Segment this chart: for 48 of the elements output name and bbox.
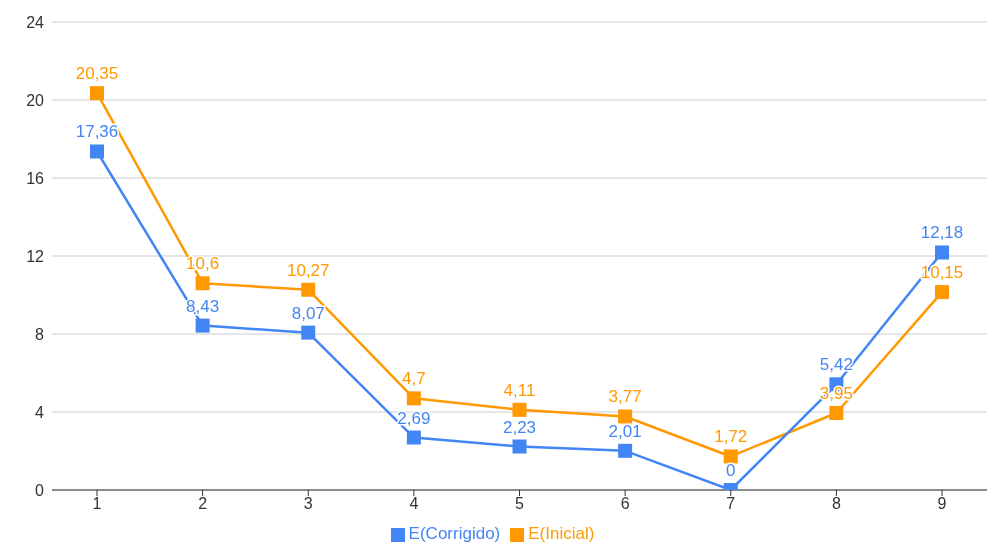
x-tick-label: 2 [198, 495, 208, 513]
point [90, 86, 104, 101]
data-label: 20,35 [75, 64, 119, 84]
point [618, 443, 633, 458]
y-tick-label: 0 [35, 481, 45, 499]
y-tick-label: 12 [26, 247, 45, 265]
y-tick-label: 20 [26, 91, 45, 109]
y-tick-label: 4 [35, 403, 45, 421]
y-tick-label: 16 [26, 169, 45, 187]
legend-label: E(Inicial) [528, 524, 595, 543]
point [935, 285, 949, 300]
point [512, 402, 527, 417]
x-tick-label: 9 [937, 495, 947, 513]
point [512, 439, 527, 454]
data-label: 10,27 [286, 260, 330, 280]
x-tick-label: 6 [620, 495, 630, 513]
legend-label: E(Corrigido) [408, 524, 501, 543]
point [406, 430, 421, 445]
data-label: 0 [726, 461, 736, 480]
y-tick-label: 24 [26, 13, 45, 31]
data-label: 8,07 [291, 303, 325, 323]
x-tick-label: 1 [92, 495, 102, 513]
point [90, 144, 104, 159]
point [301, 282, 316, 297]
data-label: 4,7 [402, 369, 426, 389]
point [195, 276, 210, 291]
data-label: 2,01 [608, 421, 642, 441]
point [618, 409, 633, 424]
data-label: 1,72 [714, 427, 748, 447]
point [406, 391, 421, 406]
x-tick-label: 5 [515, 495, 525, 513]
data-label: 12,18 [920, 223, 964, 243]
point [195, 318, 210, 333]
y-tick-label: 8 [35, 325, 45, 343]
x-tick-label: 7 [726, 495, 736, 513]
data-label: 2,69 [397, 408, 431, 428]
data-label: 5,42 [819, 355, 853, 375]
data-label: 2,23 [502, 417, 537, 437]
x-tick-label: 3 [303, 495, 313, 513]
data-label: 4,11 [503, 380, 536, 400]
x-tick-label: 4 [409, 495, 419, 513]
point [723, 449, 738, 464]
data-label: 17,36 [75, 122, 119, 142]
point [301, 325, 316, 340]
point [829, 405, 844, 420]
point [935, 245, 949, 260]
x-tick-label: 8 [831, 495, 841, 513]
data-label: 3,77 [608, 387, 642, 407]
